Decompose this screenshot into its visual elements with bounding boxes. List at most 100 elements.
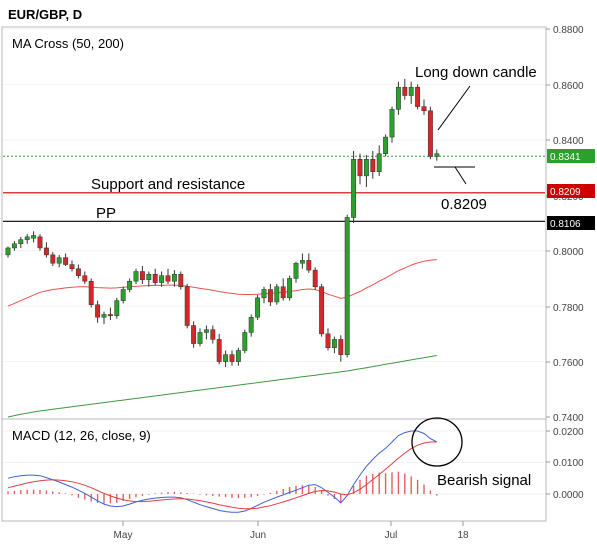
candle [408,81,414,104]
candle [242,329,248,354]
candle [146,271,152,287]
y-tick-label: 0.8000 [553,247,584,258]
candle-body [235,350,241,362]
candle [184,283,190,329]
candle [82,271,88,284]
candle [178,271,184,290]
candle-body [171,274,177,282]
x-axis-labels: May Jun Jul 18 [114,521,469,541]
macd-y-tick-label: 0.0000 [553,490,584,501]
bearish-signal-annotation: Bearish signal [437,472,531,489]
candle [274,283,280,305]
candle-body [389,109,395,138]
candle [5,246,11,258]
y-tick-label: 0.8600 [553,81,584,92]
candle-body [197,332,203,344]
candles [5,78,440,368]
y-tick-label: 0.7600 [553,358,584,369]
candle-body [427,110,433,157]
candle [280,278,286,301]
candle-body [312,269,318,287]
ma50-line [7,259,437,307]
candle [376,145,382,176]
candle [152,268,158,286]
candle [402,78,408,100]
candle [18,236,24,248]
candle [95,300,101,323]
candle-body [75,268,81,276]
candle-body [344,217,350,355]
candle [319,283,325,337]
moving-averages [7,259,437,418]
y-tick-label: 0.8400 [553,136,584,147]
y-tick-label: 0.7400 [553,413,584,424]
candle [31,231,37,243]
candle-body [223,354,229,362]
candle [421,99,427,115]
candle [11,241,17,251]
candle [203,325,209,340]
candle-body [165,275,171,282]
candle-body [191,325,197,344]
candle [357,153,363,185]
candle-body [69,264,75,269]
candle-body [184,286,190,326]
price-panel-frame [1,26,547,420]
candle-body [338,339,344,355]
candle-body [24,236,30,240]
candle [338,335,344,362]
candle [50,252,56,266]
candle [56,254,62,268]
candle-body [229,354,235,362]
pp-tag: 0.8106 [547,216,595,230]
candle-body [63,257,69,265]
level-pointer [434,166,475,185]
macd-lines [7,430,438,513]
candle [331,336,337,354]
candle [88,278,94,308]
candle [75,264,81,279]
candle [248,314,254,337]
candle [383,134,389,157]
candle-body [306,260,312,271]
candle-body [82,275,88,282]
candle [24,234,30,244]
y-tick-label: 0.8800 [553,25,584,36]
x-tick-label: 18 [457,530,469,541]
candle [235,347,241,366]
chart-title: EUR/GBP, D [8,7,82,22]
macd-y-tick-label: 0.0200 [553,427,584,438]
candle [293,261,299,283]
gridlines [3,28,545,495]
macd-y-tick-label: 0.0100 [553,458,584,469]
candle-body [56,257,62,264]
candle-body [146,274,152,281]
x-tick-label: May [114,530,133,541]
candle-body [319,286,325,335]
candle-body [408,86,414,96]
candle [43,242,49,258]
candle-body [203,329,209,333]
macd-panel-label: MACD (12, 26, close, 9) [12,428,151,443]
candle-body [31,235,37,239]
candle-body [287,278,293,299]
candle [171,270,177,287]
candle [415,84,421,110]
candle [63,253,69,266]
candle-body [376,153,382,172]
candle [363,155,369,187]
candle [312,267,318,290]
candle [37,234,43,251]
candle [107,307,113,320]
candle [306,253,312,273]
candle-body [18,239,24,245]
candle-body [415,86,421,107]
candle [299,253,305,269]
candle-body [421,106,427,112]
support-tag: 0.8209 [547,184,595,198]
candle [210,325,216,344]
candle [261,286,267,304]
candle [434,149,440,161]
candle [120,286,126,304]
